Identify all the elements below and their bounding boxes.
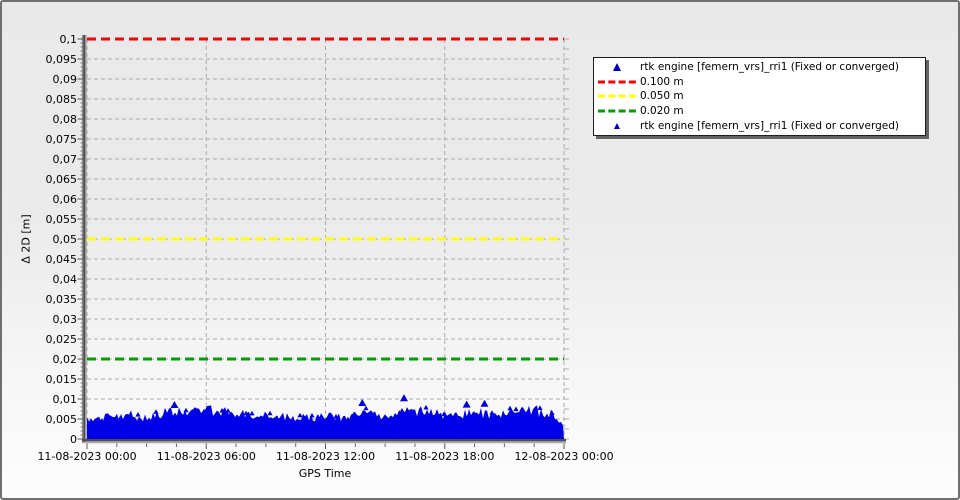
legend-triangle-marker [594, 63, 640, 72]
legend-item[interactable]: rtk engine [femern_vrs]_rri1 (Fixed or c… [594, 118, 925, 133]
x-axis-title: GPS Time [298, 467, 352, 480]
y-axis-title: Δ 2D [m] [19, 214, 33, 264]
y-tick-label: 0,075 [45, 132, 78, 146]
x-tick-label: 12-08-2023 00:00 [514, 450, 614, 463]
legend-item-label: rtk engine [femern_vrs]_rri1 (Fixed or c… [640, 61, 899, 74]
y-tick-label: 0,04 [52, 272, 78, 286]
y-tick-label: 0,06 [52, 192, 78, 206]
y-tick-label: 0,095 [45, 52, 78, 66]
outlier-marker [400, 394, 409, 402]
y-tick-label: 0,055 [45, 212, 78, 226]
y-tick-label: 0,01 [52, 392, 78, 406]
outlier-marker [170, 401, 179, 408]
legend-item-label: 0.100 m [640, 75, 684, 88]
legend-dash-marker [594, 108, 640, 114]
y-tick-label: 0,005 [45, 412, 78, 426]
x-tick-label: 11-08-2023 06:00 [156, 450, 256, 463]
y-tick-label: 0,09 [52, 72, 78, 86]
legend-dash-marker [594, 79, 640, 85]
legend-item[interactable]: rtk engine [femern_vrs]_rri1 (Fixed or c… [594, 60, 925, 75]
y-tick-label: 0,07 [52, 152, 78, 166]
outlier-marker [358, 399, 367, 406]
y-tick-label: 0,045 [45, 252, 78, 266]
y-tick-label: 0,1 [59, 32, 78, 46]
legend-item[interactable]: 0.020 m [594, 104, 925, 119]
y-tick-label: 0 [70, 432, 77, 446]
x-tick-label: 11-08-2023 12:00 [275, 450, 376, 463]
x-tick-label: 11-08-2023 18:00 [395, 450, 495, 463]
legend: rtk engine [femern_vrs]_rri1 (Fixed or c… [593, 57, 926, 136]
legend-dash-marker [594, 93, 640, 99]
y-tick-label: 0,03 [52, 312, 78, 326]
legend-triangle-marker [594, 122, 640, 129]
legend-item[interactable]: 0.100 m [594, 75, 925, 90]
legend-item-label: rtk engine [femern_vrs]_rri1 (Fixed or c… [640, 119, 899, 132]
y-tick-label: 0,05 [52, 232, 78, 246]
y-tick-label: 0,08 [52, 112, 78, 126]
legend-item[interactable]: 0.050 m [594, 89, 925, 104]
outlier-marker [462, 400, 471, 408]
y-tick-label: 0,015 [45, 372, 78, 386]
y-tick-label: 0,02 [52, 352, 78, 366]
legend-item-label: 0.020 m [640, 105, 684, 118]
legend-item-label: 0.050 m [640, 90, 684, 103]
outlier-marker [480, 399, 489, 407]
y-tick-label: 0,085 [45, 92, 78, 106]
y-tick-label: 0,025 [45, 332, 78, 346]
y-tick-label: 0,035 [45, 292, 78, 306]
y-tick-label: 0,065 [45, 172, 78, 186]
x-tick-label: 11-08-2023 00:00 [37, 450, 137, 463]
